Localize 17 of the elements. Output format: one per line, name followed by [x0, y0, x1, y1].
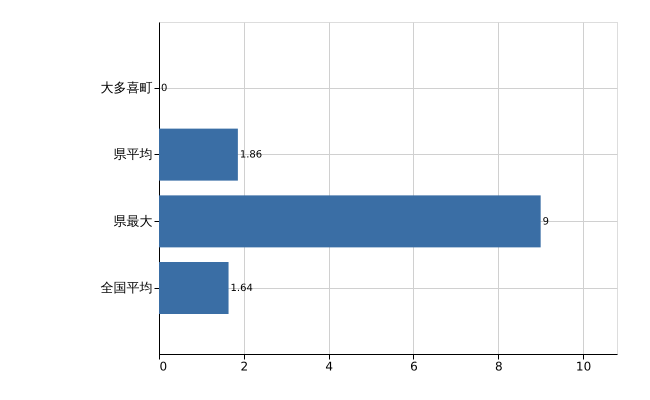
y-tick-label: 全国平均 [100, 281, 152, 296]
x-tick-label: 0 [160, 360, 168, 374]
x-tick-label: 6 [410, 360, 418, 374]
x-tick-label: 4 [325, 360, 333, 374]
x-tick-label: 8 [494, 360, 503, 374]
data-label: 0 [161, 83, 168, 94]
data-label: 1.64 [230, 283, 253, 294]
y-tick-label: 大多喜町 [100, 81, 152, 96]
data-label: 9 [542, 216, 550, 228]
bar [159, 195, 541, 248]
x-tick-label: 2 [240, 360, 248, 374]
bar [159, 128, 238, 181]
data-label: 1.86 [240, 150, 262, 161]
y-tick-label: 県平均 [114, 148, 152, 163]
y-tick-label: 県最大 [114, 214, 152, 230]
bar [159, 262, 229, 314]
x-tick-label: 10 [576, 360, 592, 374]
